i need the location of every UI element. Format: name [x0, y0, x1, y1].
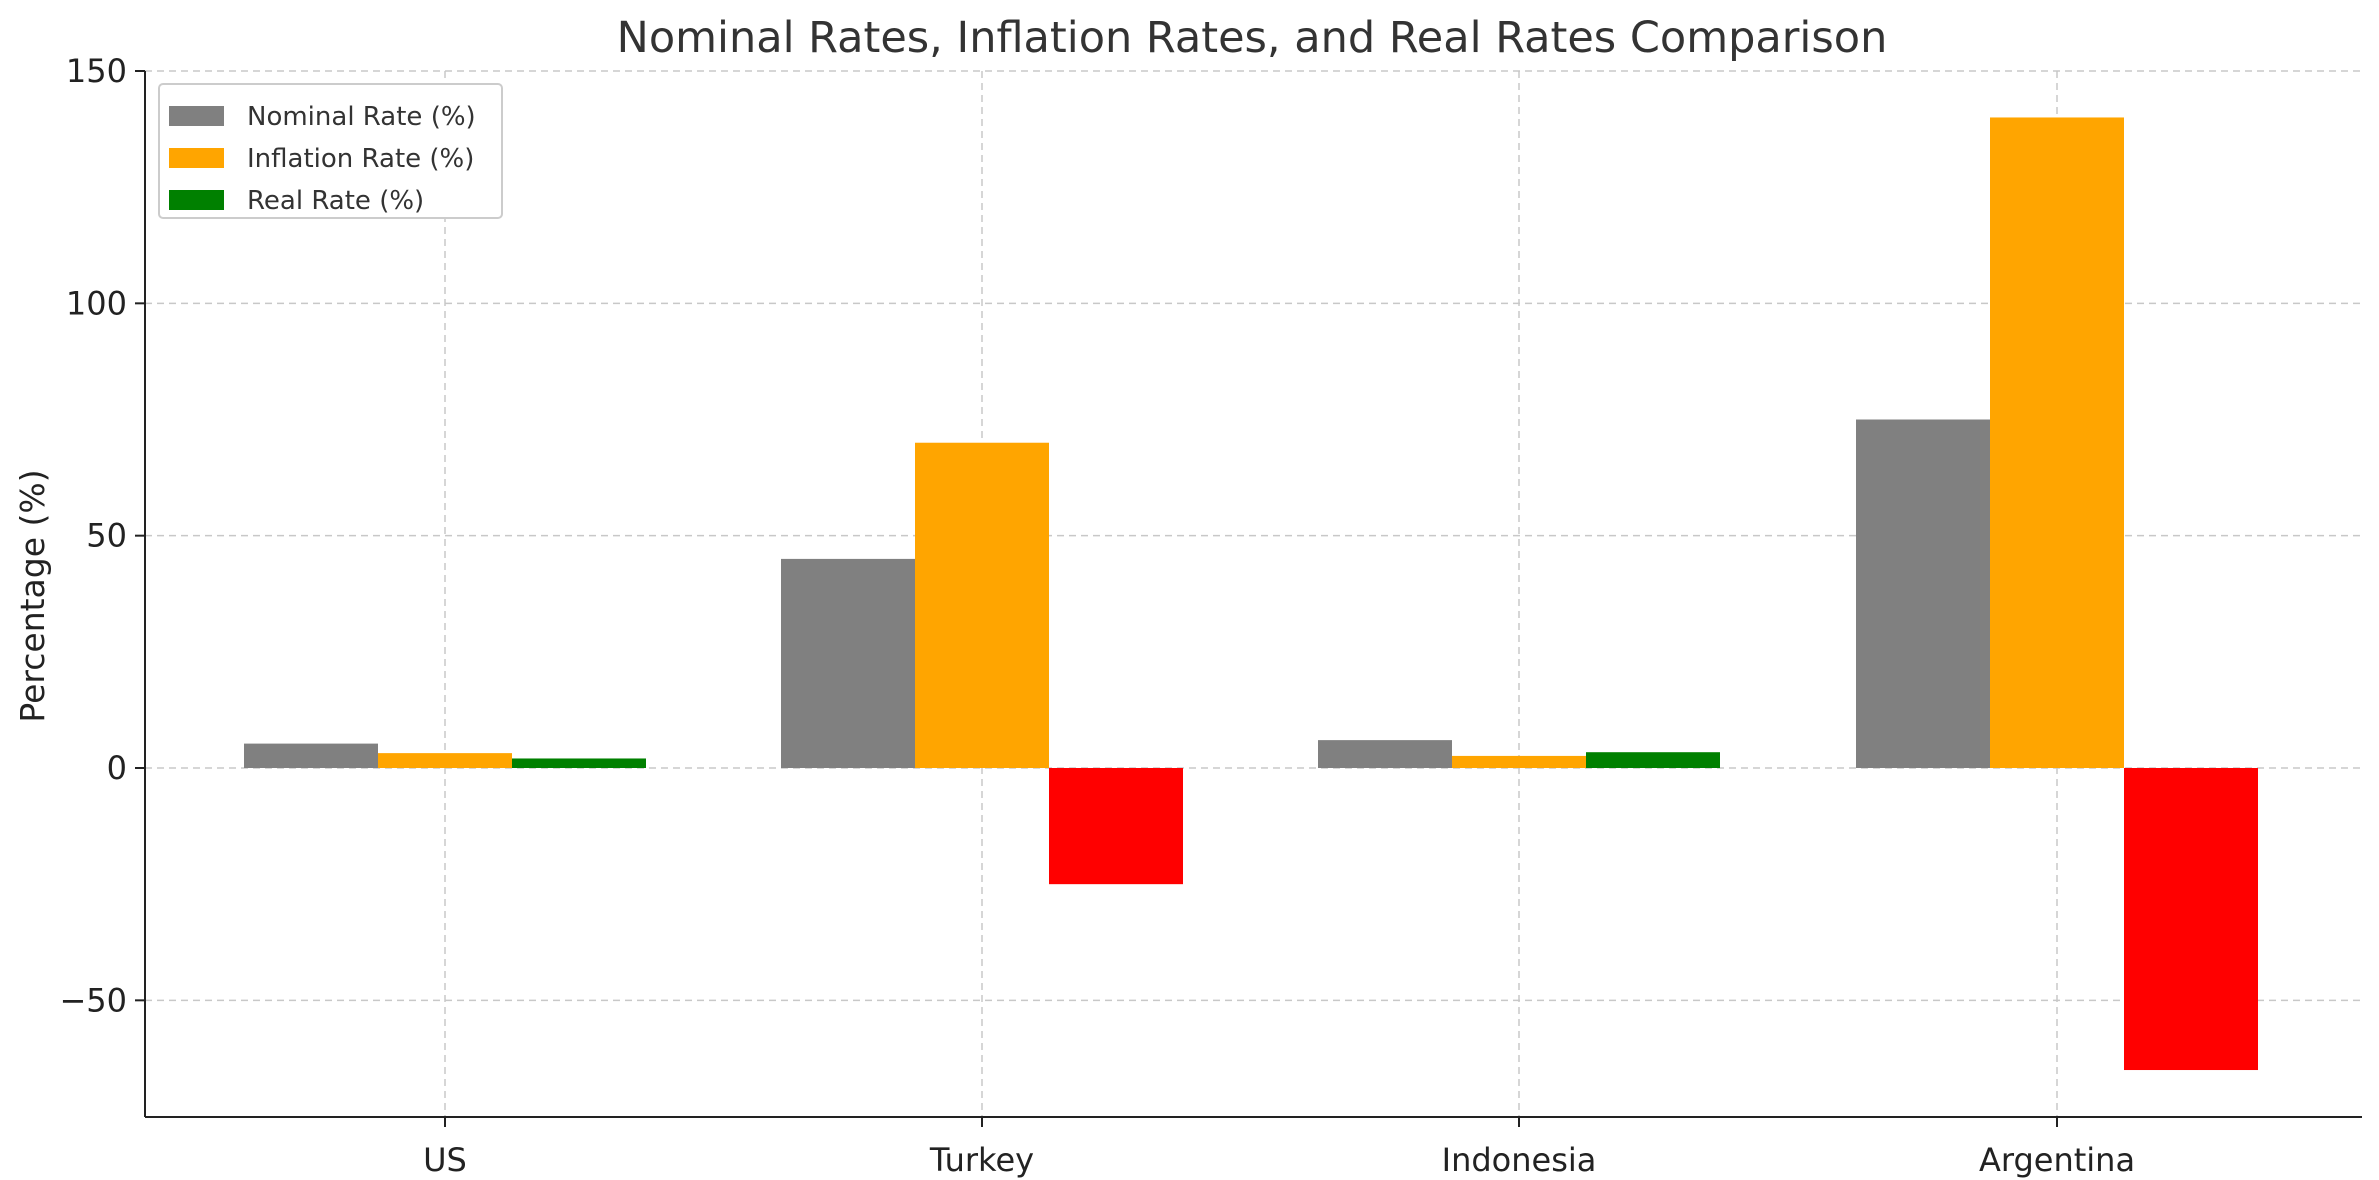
bar-real-rate-argentina — [2124, 768, 2258, 1071]
legend-swatch — [169, 190, 224, 210]
bar-inflation-rate-argentina — [1990, 117, 2124, 768]
bar-nominal-rate-turkey — [781, 558, 915, 768]
y-axis-label: Percentage (%) — [13, 469, 52, 722]
y-tick-label: 100 — [66, 284, 127, 322]
legend-swatch — [169, 148, 224, 168]
axes-layer: −50 0 50 100 150 US Turkey Indonesia Argentina — [59, 52, 2362, 1179]
y-tick-label: 150 — [66, 52, 127, 90]
legend: Nominal Rate (%) Inflation Rate (%) Real R… — [158, 83, 503, 219]
bar-inflation-rate-indonesia — [1452, 755, 1586, 768]
bar-nominal-rate-argentina — [1856, 419, 1990, 768]
x-tick-label: Indonesia — [1442, 1141, 1597, 1179]
x-tick-label: US — [423, 1141, 467, 1179]
y-tick-label: 0 — [107, 749, 127, 787]
bar-inflation-rate-us — [378, 753, 512, 768]
legend-label: Inflation Rate (%) — [247, 144, 474, 174]
x-tick-label: Turkey — [929, 1141, 1034, 1179]
legend-swatch — [169, 106, 224, 126]
bars-layer — [244, 117, 2258, 1071]
bar-real-rate-indonesia — [1586, 752, 1720, 768]
y-tick-label: −50 — [59, 981, 127, 1019]
legend-frame — [158, 83, 503, 219]
y-tick-label: 50 — [86, 517, 127, 555]
chart-title: Nominal Rates, Inflation Rates, and Real… — [617, 13, 1888, 63]
bar-nominal-rate-indonesia — [1318, 740, 1452, 768]
legend-label: Nominal Rate (%) — [247, 102, 476, 132]
bar-nominal-rate-us — [244, 743, 378, 768]
bar-real-rate-turkey — [1049, 768, 1183, 885]
bar-real-rate-us — [512, 758, 646, 768]
x-tick-label: Argentina — [1979, 1141, 2135, 1179]
legend-label: Real Rate (%) — [247, 186, 424, 216]
bar-inflation-rate-turkey — [915, 442, 1049, 768]
